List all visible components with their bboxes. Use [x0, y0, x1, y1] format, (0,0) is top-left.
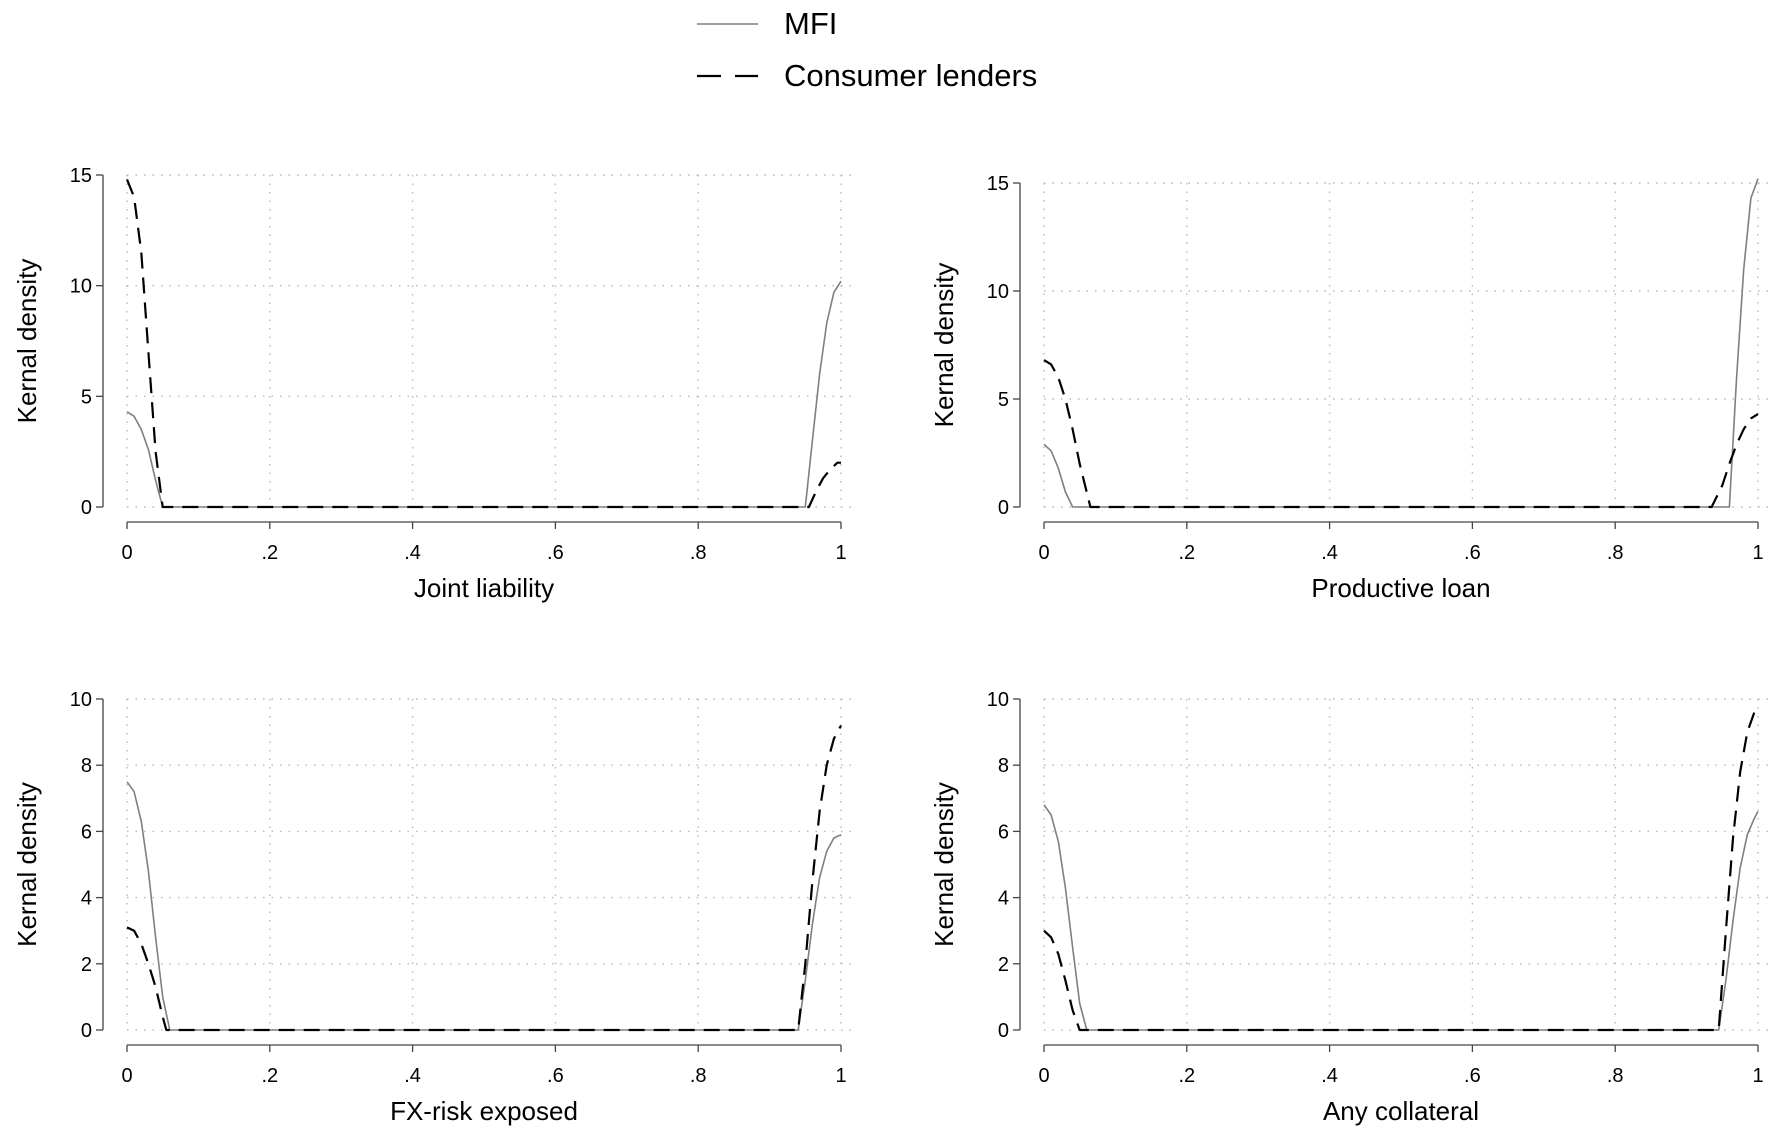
x-tick-label-1: 0 — [1038, 1065, 1049, 1087]
panel-2: 0 5 10 15 0 .2 .4 .6 .8 1 Productive loan Kernal de… — [929, 173, 1773, 603]
series-line-consumer-lenders — [1043, 705, 1759, 1032]
x-tick-label-3: .4 — [404, 542, 421, 564]
y-tick-label-3: 10 — [70, 276, 92, 298]
legend-label-1: MFI — [784, 6, 837, 41]
x-tick-label-3: .4 — [404, 1065, 421, 1087]
y-axis-title: Kernal density — [12, 782, 42, 947]
legend-label-2: Consumer lenders — [784, 58, 1037, 93]
series-line-consumer-lenders — [125, 178, 841, 509]
y-tick-label-2: 5 — [998, 389, 1009, 411]
y-tick-label-5: 8 — [81, 755, 92, 777]
y-axis-title: Kernal density — [929, 782, 959, 947]
panel-4: 0 2 4 6 8 10 0 .2 .4 .6 .8 1 Any collateral Kernal de… — [929, 689, 1773, 1126]
y-tick-label-1: 0 — [81, 1020, 92, 1042]
y-tick-label-3: 10 — [987, 281, 1009, 303]
series-line-mfi — [1043, 804, 1759, 1031]
x-tick-label-6: 1 — [1752, 542, 1763, 564]
x-tick-label-6: 1 — [1752, 1065, 1763, 1087]
y-tick-label-1: 0 — [998, 1020, 1009, 1042]
x-tick-label-6: 1 — [835, 1065, 846, 1087]
x-tick-label-4: .6 — [1464, 1065, 1481, 1087]
x-tick-label-5: .8 — [690, 542, 707, 564]
y-tick-label-2: 2 — [81, 954, 92, 976]
x-tick-label-1: 0 — [121, 1065, 132, 1087]
y-tick-label-3: 4 — [998, 888, 1009, 910]
x-axis-title: Productive loan — [1311, 573, 1490, 603]
x-tick-label-1: 0 — [121, 542, 132, 564]
x-tick-label-4: .6 — [547, 1065, 564, 1087]
y-axis-title: Kernal density — [929, 263, 959, 428]
y-tick-label-1: 0 — [998, 497, 1009, 519]
y-axis-title: Kernal density — [12, 259, 42, 424]
y-tick-label-3: 4 — [81, 888, 92, 910]
x-axis-title: Joint liability — [414, 573, 554, 603]
y-tick-label-1: 0 — [81, 497, 92, 519]
series-line-mfi — [126, 781, 842, 1031]
x-tick-label-3: .4 — [1321, 1065, 1338, 1087]
y-tick-label-6: 10 — [987, 689, 1009, 711]
legend: MFI Consumer lenders — [697, 6, 1037, 93]
x-tick-label-4: .6 — [547, 542, 564, 564]
x-tick-label-6: 1 — [835, 542, 846, 564]
x-tick-label-3: .4 — [1321, 542, 1338, 564]
panel-3: 0 2 4 6 8 10 0 .2 .4 .6 .8 1 FX-risk exposed Kernal d… — [12, 689, 856, 1126]
x-tick-label-5: .8 — [1607, 542, 1624, 564]
series-line-consumer-lenders — [126, 724, 842, 1032]
x-tick-label-1: 0 — [1038, 542, 1049, 564]
y-tick-label-4: 15 — [70, 165, 92, 187]
x-tick-label-2: .2 — [1178, 542, 1195, 564]
y-tick-label-6: 10 — [70, 689, 92, 711]
series-line-mfi — [1043, 178, 1759, 508]
x-tick-label-2: .2 — [261, 542, 278, 564]
x-axis-title: Any collateral — [1323, 1096, 1479, 1126]
y-tick-label-5: 8 — [998, 755, 1009, 777]
y-tick-label-2: 5 — [81, 386, 92, 408]
y-tick-label-4: 6 — [998, 821, 1009, 843]
y-tick-label-4: 15 — [987, 173, 1009, 195]
y-tick-label-2: 2 — [998, 954, 1009, 976]
series-line-mfi — [126, 280, 842, 508]
panel-1: 0 5 10 15 0 .2 .4 .6 .8 1 Joint liability Kernal de… — [12, 165, 856, 603]
x-tick-label-5: .8 — [690, 1065, 707, 1087]
x-tick-label-4: .6 — [1464, 542, 1481, 564]
series-line-consumer-lenders — [1043, 359, 1759, 509]
x-tick-label-2: .2 — [261, 1065, 278, 1087]
x-tick-label-2: .2 — [1178, 1065, 1195, 1087]
x-tick-label-5: .8 — [1607, 1065, 1624, 1087]
y-tick-label-4: 6 — [81, 821, 92, 843]
x-axis-title: FX-risk exposed — [390, 1096, 578, 1126]
